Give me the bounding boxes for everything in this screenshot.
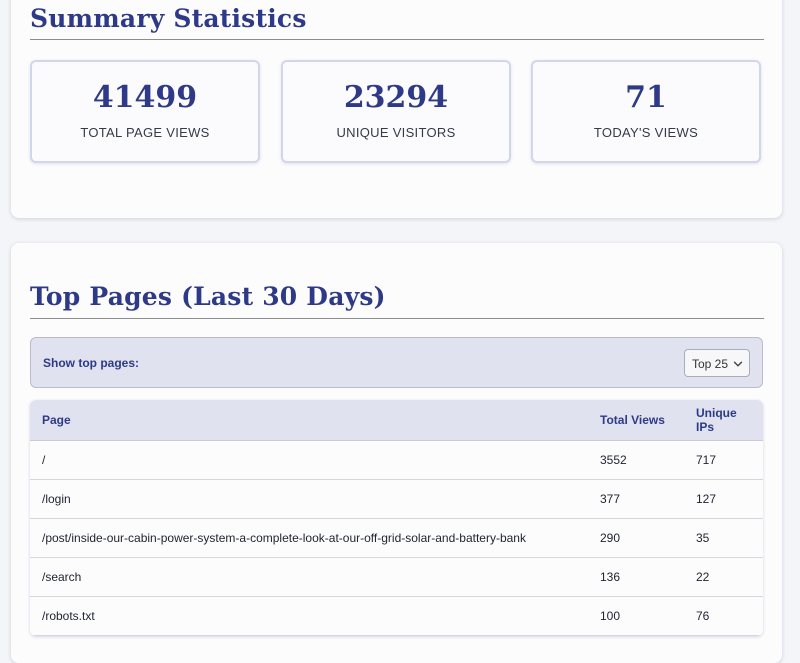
total-views: 3552 xyxy=(588,440,684,480)
unique-ips: 35 xyxy=(684,518,763,558)
page-path: / xyxy=(30,440,588,480)
total-views: 290 xyxy=(588,518,684,558)
unique-ips: 717 xyxy=(684,440,763,480)
page-path: /robots.txt xyxy=(30,596,588,636)
summary-divider xyxy=(30,39,764,40)
stat-label: TODAY'S VIEWS xyxy=(593,125,699,140)
unique-ips: 76 xyxy=(684,596,763,636)
top-pages-card: Top Pages (Last 30 Days) Show top pages:… xyxy=(11,243,782,663)
top-pages-divider xyxy=(30,318,764,319)
table-header-row: Page Total Views Unique IPs xyxy=(30,400,763,441)
table-row: /post/inside-our-cabin-power-system-a-co… xyxy=(30,518,763,558)
top-pages-select[interactable]: Top 25 xyxy=(684,349,750,377)
summary-title: Summary Statistics xyxy=(30,4,307,33)
filter-bar: Show top pages: Top 25 xyxy=(30,337,763,388)
column-header-unique-ips[interactable]: Unique IPs xyxy=(684,400,763,441)
table-row: /login 377 127 xyxy=(30,479,763,519)
unique-ips: 22 xyxy=(684,557,763,597)
table-row: /search 136 22 xyxy=(30,557,763,597)
page-path: /login xyxy=(30,479,588,519)
table-row: / 3552 717 xyxy=(30,440,763,480)
stat-total-page-views: 41499 TOTAL PAGE VIEWS xyxy=(30,60,260,163)
stat-todays-views: 71 TODAY'S VIEWS xyxy=(531,60,761,163)
stat-label: TOTAL PAGE VIEWS xyxy=(80,125,210,140)
filter-label: Show top pages: xyxy=(43,356,139,370)
top-pages-table: Page Total Views Unique IPs / 3552 717 /… xyxy=(30,400,763,636)
total-views: 377 xyxy=(588,479,684,519)
stat-value: 71 xyxy=(625,80,667,115)
top-pages-title: Top Pages (Last 30 Days) xyxy=(30,282,386,311)
stat-value: 41499 xyxy=(92,80,198,115)
stat-unique-visitors: 23294 UNIQUE VISITORS xyxy=(281,60,511,163)
unique-ips: 127 xyxy=(684,479,763,519)
summary-card: Summary Statistics 41499 TOTAL PAGE VIEW… xyxy=(11,0,782,218)
column-header-page[interactable]: Page xyxy=(30,400,588,441)
total-views: 100 xyxy=(588,596,684,636)
total-views: 136 xyxy=(588,557,684,597)
stat-label: UNIQUE VISITORS xyxy=(336,125,456,140)
stat-value: 23294 xyxy=(343,80,449,115)
page-path: /post/inside-our-cabin-power-system-a-co… xyxy=(30,518,588,558)
table-row: /robots.txt 100 76 xyxy=(30,596,763,636)
page-path: /search xyxy=(30,557,588,597)
column-header-total-views[interactable]: Total Views xyxy=(588,400,684,441)
chevron-down-icon xyxy=(733,361,743,367)
select-value: Top 25 xyxy=(692,357,729,371)
